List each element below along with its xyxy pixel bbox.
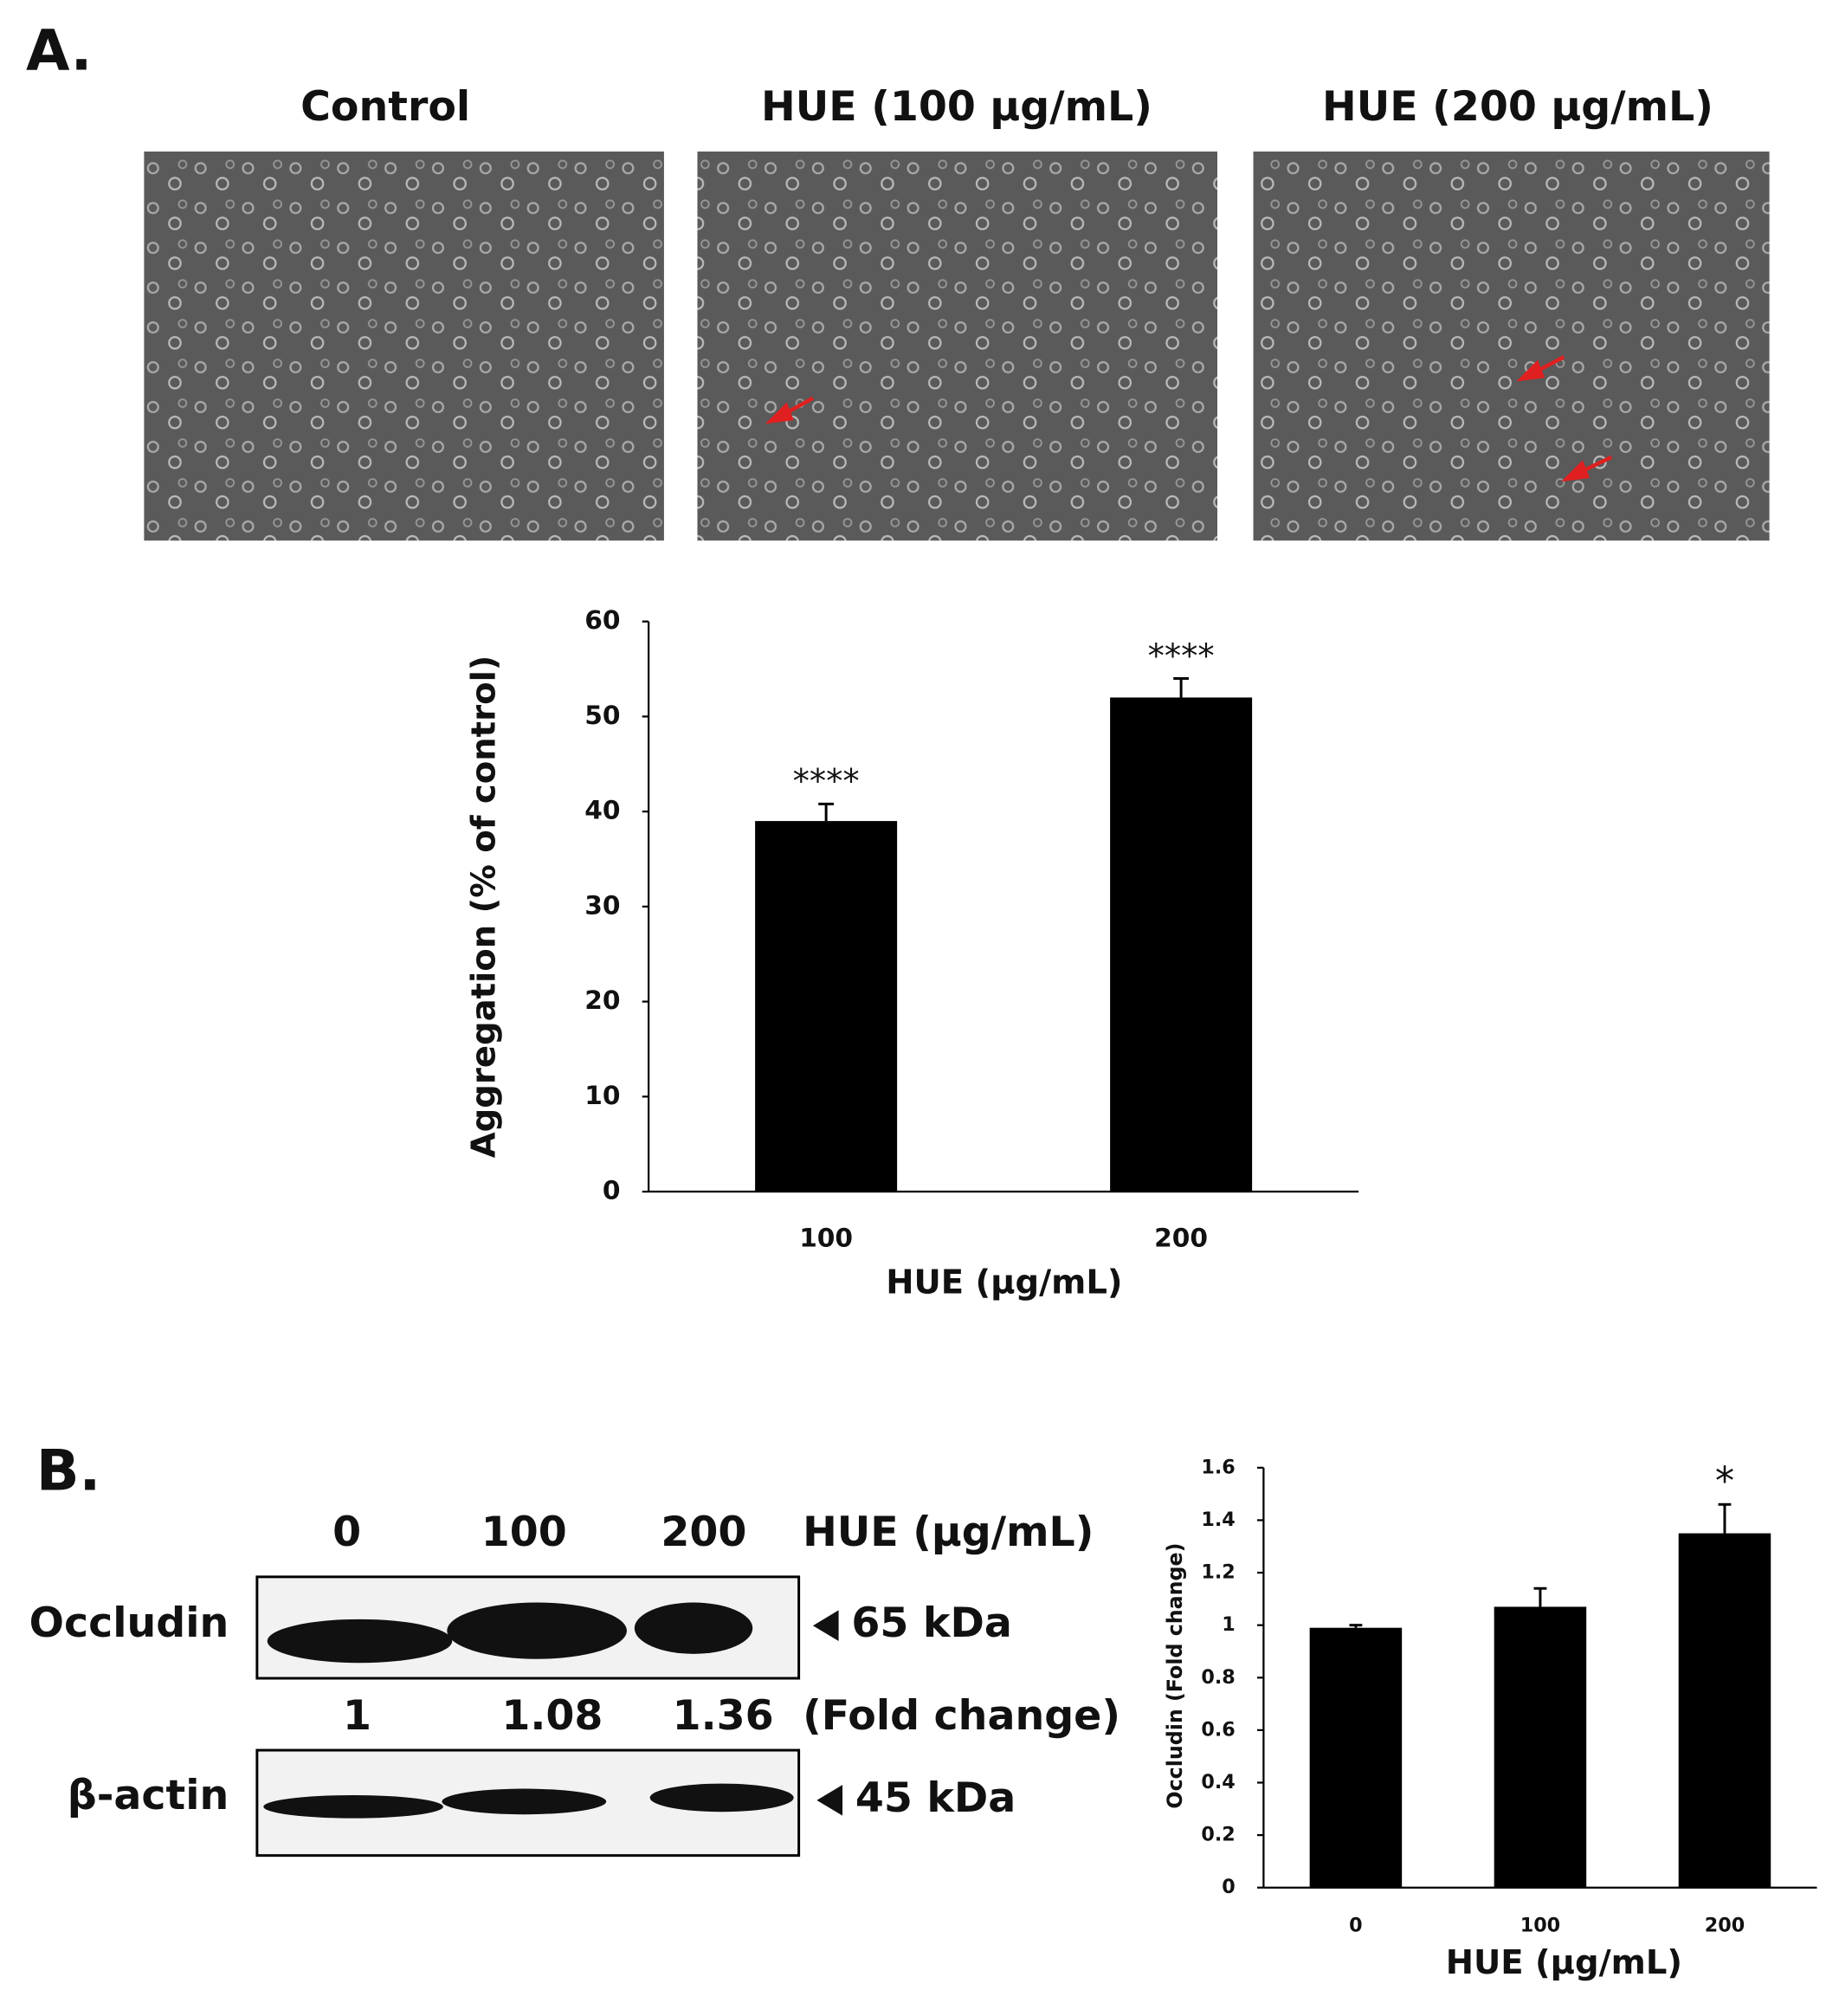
lane-label: 100 xyxy=(481,1509,567,1556)
y-tick-label: 0.2 xyxy=(1201,1824,1235,1846)
y-tick-label: 1.4 xyxy=(1201,1509,1235,1531)
x-tick-label: 100 xyxy=(799,1222,853,1252)
micrograph xyxy=(144,151,664,541)
annotation: **** xyxy=(1148,636,1215,675)
fold-change: 1.08 xyxy=(501,1692,603,1740)
micrograph xyxy=(697,151,1218,541)
y-tick-label: 40 xyxy=(584,795,620,825)
y-tick-label: 20 xyxy=(584,985,620,1015)
lane-label: 200 xyxy=(661,1509,746,1556)
y-tick-label: 60 xyxy=(584,604,620,635)
y-tick-label: 1 xyxy=(1222,1613,1235,1636)
arrows xyxy=(765,355,1613,482)
y-tick-label: 50 xyxy=(584,700,620,730)
x-tick-label: 200 xyxy=(1154,1222,1208,1252)
size-label: 65 kDa xyxy=(851,1599,1011,1647)
annotation: **** xyxy=(793,762,860,801)
micrograph-title: Control xyxy=(300,83,470,131)
y-tick-label: 0 xyxy=(603,1175,621,1205)
size-label: 45 kDa xyxy=(855,1774,1016,1822)
fold-change: 1 xyxy=(343,1692,371,1740)
x-tick-label: 0 xyxy=(1349,1915,1362,1937)
x-axis-title: HUE (μg/mL) xyxy=(1446,1943,1682,1982)
y-tick-label: 0.8 xyxy=(1201,1666,1235,1689)
fold-change-label: (Fold change) xyxy=(803,1692,1120,1740)
blot-bands xyxy=(263,1602,794,1819)
row-label: β-actin xyxy=(68,1772,229,1819)
y-axis-title: Occludin (Fold change) xyxy=(1163,1543,1187,1809)
bar xyxy=(1678,1533,1771,1888)
micrograph-title: HUE (100 μg/mL) xyxy=(761,83,1152,131)
y-tick-label: 30 xyxy=(584,889,620,920)
y-tick-label: 1.6 xyxy=(1201,1456,1235,1478)
micrograph-title: HUE (200 μg/mL) xyxy=(1322,83,1713,131)
row-label: Occludin xyxy=(29,1599,229,1647)
y-tick-label: 1.2 xyxy=(1201,1561,1235,1584)
x-tick-label: 100 xyxy=(1520,1915,1560,1937)
bar xyxy=(1309,1627,1403,1888)
x-tick-label: 200 xyxy=(1705,1915,1745,1937)
size-marker xyxy=(812,1610,839,1642)
bar xyxy=(1110,697,1253,1192)
y-tick-label: 0.6 xyxy=(1201,1718,1235,1741)
size-marker xyxy=(816,1785,843,1816)
bar xyxy=(755,821,898,1192)
y-axis-title: Aggregation (% of control) xyxy=(464,656,503,1159)
x-axis-title: HUE (μg/mL) xyxy=(886,1263,1122,1302)
micrograph xyxy=(1253,151,1770,541)
panel-label: B. xyxy=(36,1438,101,1503)
y-tick-label: 10 xyxy=(584,1080,620,1110)
y-tick-label: 0.4 xyxy=(1201,1771,1235,1793)
panel-label: A. xyxy=(26,17,92,83)
y-tick-label: 0 xyxy=(1222,1876,1235,1898)
annotation: * xyxy=(1715,1460,1734,1504)
bar xyxy=(1494,1606,1587,1888)
lane-unit: HUE (μg/mL) xyxy=(803,1509,1094,1556)
fold-change: 1.36 xyxy=(673,1692,774,1740)
lane-label: 0 xyxy=(332,1509,361,1556)
